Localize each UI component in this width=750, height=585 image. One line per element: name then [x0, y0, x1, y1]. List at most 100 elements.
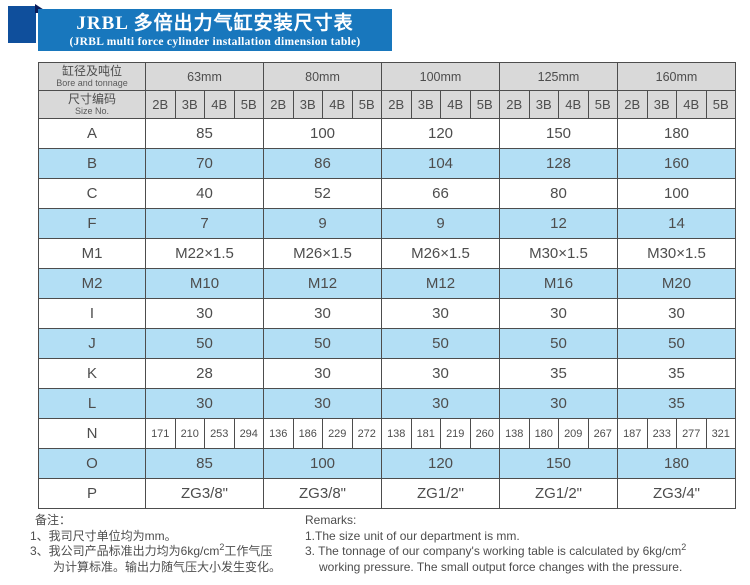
- value-cell: 186: [292, 418, 323, 449]
- size-code-cell: 3B: [410, 90, 441, 119]
- value-cell: 7: [145, 208, 264, 239]
- row-label-cell: B: [38, 148, 146, 179]
- notes-en: Remarks: 1.The size unit of our departme…: [305, 513, 686, 575]
- table-row-L: L 30 30 30 30 35: [38, 388, 736, 419]
- value-cell: 180: [617, 118, 736, 149]
- table-row-M1: M1 M22×1.5 M26×1.5 M26×1.5 M30×1.5 M30×1.5: [38, 238, 736, 269]
- header-row-size-code: 尺寸编码 Size No. 2B 3B 4B 5B 2B 3B 4B 5B 2B 3B 4B 5B 2B 3B…: [38, 90, 736, 119]
- value-cell: 70: [145, 148, 264, 179]
- value-cell: 30: [499, 388, 618, 419]
- row-label-cell: M2: [38, 268, 146, 299]
- table-row-N: N 171 210 253 294 136 186 229 272 138 181 219 260 138…: [38, 418, 736, 449]
- value-cell: 30: [263, 298, 382, 329]
- value-cell: 100: [263, 448, 382, 479]
- value-cell: 136: [263, 418, 294, 449]
- value-cell: 138: [381, 418, 412, 449]
- value-cell: 80: [499, 178, 618, 209]
- value-cell: 50: [263, 328, 382, 359]
- corner-bore-cell: 缸径及吨位 Bore and tonnage: [38, 62, 146, 91]
- value-cell: 294: [233, 418, 264, 449]
- value-cell: 35: [499, 358, 618, 389]
- value-cell: M10: [145, 268, 264, 299]
- value-cell: M30×1.5: [617, 238, 736, 269]
- table-row-C: C 40 52 66 80 100: [38, 178, 736, 209]
- value-cell: 30: [263, 358, 382, 389]
- notes-en-line3: working pressure. The small output force…: [319, 559, 683, 574]
- table-row-F: F 7 9 9 12 14: [38, 208, 736, 239]
- size-code-cell: 4B: [204, 90, 235, 119]
- size-code-cell: 2B: [617, 90, 648, 119]
- row-label-cell: P: [38, 478, 146, 509]
- value-cell: 30: [617, 298, 736, 329]
- value-cell: 150: [499, 118, 618, 149]
- value-cell: 120: [381, 118, 500, 149]
- value-cell: 12: [499, 208, 618, 239]
- value-cell: 128: [499, 148, 618, 179]
- row-label-cell: N: [38, 418, 146, 449]
- value-cell: 253: [204, 418, 235, 449]
- value-cell: 30: [381, 388, 500, 419]
- value-cell: 209: [558, 418, 589, 449]
- value-cell: M12: [381, 268, 500, 299]
- notes-en-line1: 1.The size unit of our department is mm.: [305, 528, 520, 543]
- value-cell: 321: [705, 418, 736, 449]
- value-cell: ZG1/2": [381, 478, 500, 509]
- value-cell: 50: [499, 328, 618, 359]
- row-label-cell: O: [38, 448, 146, 479]
- dimension-table: 缸径及吨位 Bore and tonnage 63mm 80mm 100mm 125mm 1…: [38, 62, 736, 509]
- notes-en-heading: Remarks:: [305, 513, 357, 527]
- value-cell: 210: [174, 418, 205, 449]
- value-cell: 181: [410, 418, 441, 449]
- value-cell: 100: [617, 178, 736, 209]
- size-code-cell: 2B: [145, 90, 176, 119]
- value-cell: 187: [617, 418, 648, 449]
- table-row-I: I 30 30 30 30 30: [38, 298, 736, 329]
- notes-zh: 备注： 1、我司尺寸单位均为mm。 3、我公司产品标准出力均为6kg/cm2工作…: [30, 513, 281, 575]
- value-cell: ZG1/2": [499, 478, 618, 509]
- corner-size-en: Size No.: [74, 106, 109, 116]
- header-row-bore: 缸径及吨位 Bore and tonnage 63mm 80mm 100mm 125mm 1…: [38, 62, 736, 91]
- value-cell: ZG3/4": [617, 478, 736, 509]
- table-row-M2: M2 M10 M12 M12 M16 M20: [38, 268, 736, 299]
- row-label-cell: L: [38, 388, 146, 419]
- value-cell: 50: [381, 328, 500, 359]
- value-cell: 30: [381, 298, 500, 329]
- value-cell: 171: [145, 418, 176, 449]
- value-cell: 160: [617, 148, 736, 179]
- corner-bore-zh: 缸径及吨位: [61, 64, 122, 78]
- value-cell: M16: [499, 268, 618, 299]
- value-cell: 30: [499, 298, 618, 329]
- value-cell: ZG3/8": [263, 478, 382, 509]
- size-code-cell: 4B: [440, 90, 471, 119]
- value-cell: 150: [499, 448, 618, 479]
- bore-header-cell: 100mm: [381, 62, 500, 91]
- value-cell: 272: [351, 418, 382, 449]
- title-banner: JRBL 多倍出力气缸安装尺寸表 (JRBL multi force cylin…: [38, 9, 392, 51]
- size-code-cell: 4B: [322, 90, 353, 119]
- page-title: JRBL 多倍出力气缸安装尺寸表: [76, 13, 354, 34]
- value-cell: 35: [617, 388, 736, 419]
- value-cell: 52: [263, 178, 382, 209]
- size-code-cell: 3B: [292, 90, 323, 119]
- notes-zh-line1: 1、我司尺寸单位均为mm。: [30, 528, 177, 543]
- value-cell: 35: [617, 358, 736, 389]
- value-cell: 50: [145, 328, 264, 359]
- value-cell: M26×1.5: [263, 238, 382, 269]
- value-cell: 66: [381, 178, 500, 209]
- table-row-B: B 70 86 104 128 160: [38, 148, 736, 179]
- value-cell: 14: [617, 208, 736, 239]
- size-code-cell: 5B: [469, 90, 500, 119]
- corner-size-zh: 尺寸编码: [67, 92, 116, 106]
- corner-size-cell: 尺寸编码 Size No.: [38, 90, 146, 119]
- value-cell: 104: [381, 148, 500, 179]
- size-code-cell: 3B: [646, 90, 677, 119]
- row-label-cell: I: [38, 298, 146, 329]
- value-cell: M20: [617, 268, 736, 299]
- value-cell: 85: [145, 118, 264, 149]
- value-cell: 50: [617, 328, 736, 359]
- value-cell: 100: [263, 118, 382, 149]
- table-row-P: P ZG3/8" ZG3/8" ZG1/2" ZG1/2" ZG3/4": [38, 478, 736, 509]
- bore-header-cell: 63mm: [145, 62, 264, 91]
- value-cell: 120: [381, 448, 500, 479]
- size-code-cell: 5B: [705, 90, 736, 119]
